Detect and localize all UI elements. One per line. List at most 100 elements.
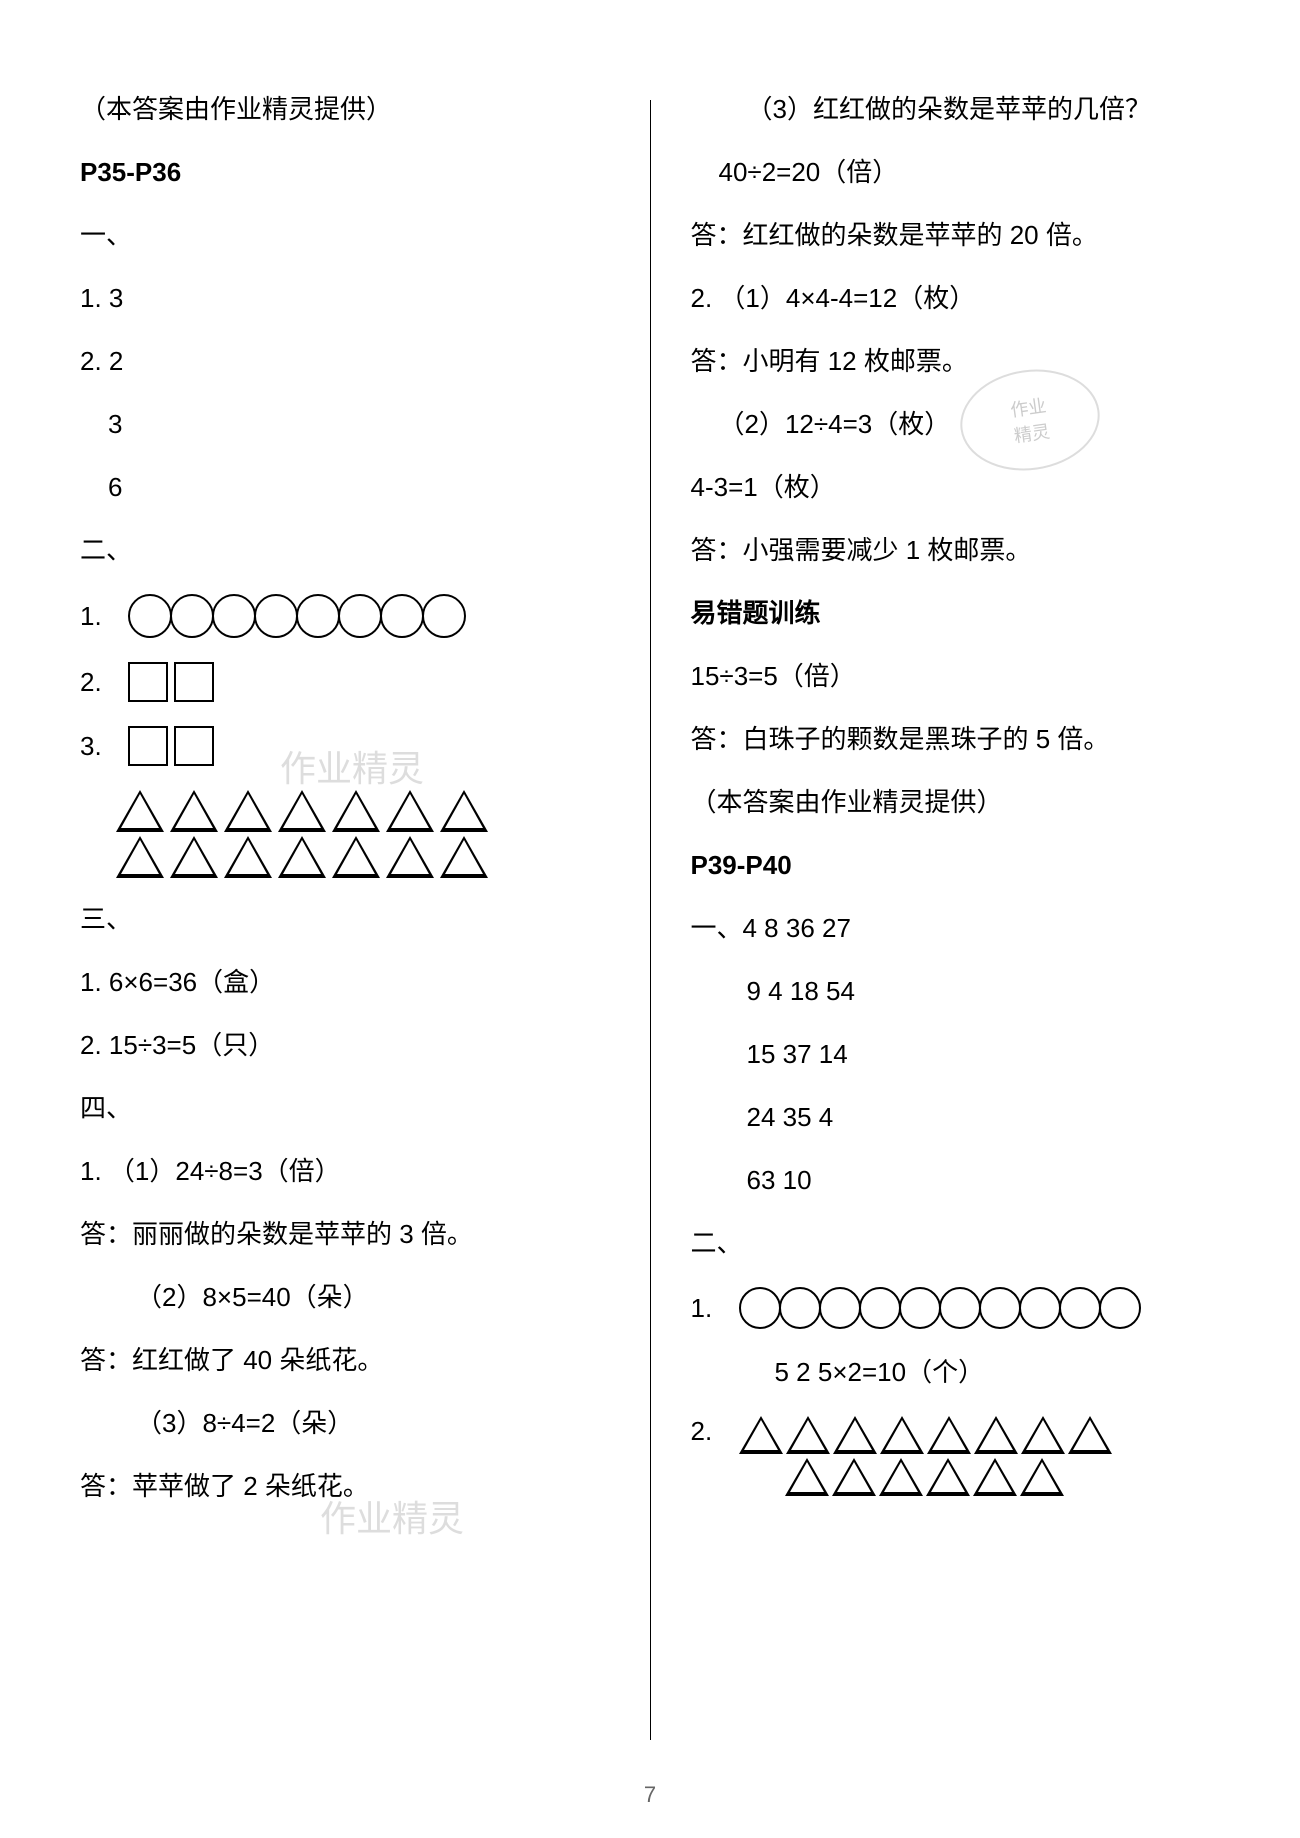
heading-3: 三、: [80, 900, 610, 939]
circle-icon: [296, 594, 340, 638]
answer-4-1a: 答：丽丽做的朵数是苹苹的 3 倍。: [80, 1215, 610, 1254]
r-q2-label: 2.: [691, 1416, 727, 1447]
triangle-icon: [927, 1416, 971, 1454]
r-line-17: 24 35 4: [691, 1098, 1221, 1137]
r-line-10: 15÷3=5（倍）: [691, 657, 1221, 696]
r-line-15: 9 4 18 54: [691, 972, 1221, 1011]
square-icon: [174, 662, 214, 702]
heading-1: 一、: [80, 216, 610, 255]
r-line-3: 答：红红做的朵数是苹苹的 20 倍。: [691, 216, 1221, 255]
right-column: （3）红红做的朵数是苹苹的几倍？ 40÷2=20（倍） 答：红红做的朵数是苹苹的…: [651, 90, 1221, 1798]
triangle-icon: [973, 1458, 1017, 1496]
answer-3-2: 2. 15÷3=5（只）: [80, 1026, 610, 1065]
answer-1-4: 6: [80, 468, 610, 507]
circle-icon: [380, 594, 424, 638]
page-number: 7: [644, 1782, 656, 1808]
r-line-5: 答：小明有 12 枚邮票。: [691, 342, 1221, 381]
heading-4: 四、: [80, 1089, 610, 1128]
triangle-icon: [386, 836, 434, 878]
answer-4-2a: 答：红红做了 40 朵纸花。: [80, 1341, 610, 1380]
triangle-icon: [879, 1458, 923, 1496]
square-icon: [128, 662, 168, 702]
triangle-row: [116, 790, 610, 832]
r-section: P39-P40: [691, 846, 1221, 885]
circle-icon: [979, 1287, 1021, 1329]
answer-3-1: 1. 6×6=36（盒）: [80, 963, 610, 1002]
r-q1-label: 1.: [691, 1293, 727, 1324]
circle-icon: [338, 594, 382, 638]
r-line-14: 一、4 8 36 27: [691, 909, 1221, 948]
triangle-icon: [116, 790, 164, 832]
triangle-icon: [224, 836, 272, 878]
triangle-row: [739, 1458, 1115, 1496]
r-line-16: 15 37 14: [691, 1035, 1221, 1074]
q2-label-3: 3.: [80, 731, 116, 762]
triangle-icon: [785, 1458, 829, 1496]
answer-4-2: （2）8×5=40（朵）: [80, 1278, 610, 1317]
r-heading-err: 易错题训练: [691, 594, 1221, 633]
circle-icon: [1059, 1287, 1101, 1329]
circle-icon: [1019, 1287, 1061, 1329]
square-group: [128, 662, 220, 702]
circle-icon: [739, 1287, 781, 1329]
triangle-icon: [224, 790, 272, 832]
circle-icon: [859, 1287, 901, 1329]
q2-label-2: 2.: [80, 667, 116, 698]
r-line-11: 答：白珠子的颗数是黑珠子的 5 倍。: [691, 720, 1221, 759]
circle-icon: [779, 1287, 821, 1329]
r-line-8: 答：小强需要减少 1 枚邮票。: [691, 531, 1221, 570]
triangle-icon: [739, 1416, 783, 1454]
triangle-icon: [440, 836, 488, 878]
r-line-1: （3）红红做的朵数是苹苹的几倍？: [691, 90, 1221, 129]
r-line-4: 2. （1）4×4-4=12（枚）: [691, 279, 1221, 318]
triangle-icon: [1021, 1416, 1065, 1454]
answer-4-3: （3）8÷4=2（朵）: [80, 1404, 610, 1443]
r-q1-row: 1.: [691, 1287, 1221, 1329]
triangle-icon: [332, 836, 380, 878]
triangle-icon: [1068, 1416, 1112, 1454]
circle-icon: [128, 594, 172, 638]
triangle-icon: [833, 1416, 877, 1454]
section-heading: P35-P36: [80, 153, 610, 192]
circle-group: [128, 594, 464, 638]
triangle-icon: [974, 1416, 1018, 1454]
circle-icon: [170, 594, 214, 638]
answer-1-2: 2. 2: [80, 342, 610, 381]
triangle-icon: [926, 1458, 970, 1496]
r-line-21: 5 2 5×2=10（个）: [691, 1353, 1221, 1392]
provider-note: （本答案由作业精灵提供）: [80, 90, 610, 129]
q2-row-2: 2.: [80, 662, 610, 702]
triangle-row: [116, 836, 610, 878]
answer-1-1: 1. 3: [80, 279, 610, 318]
square-icon: [174, 726, 214, 766]
r-triangle-block: [739, 1416, 1115, 1500]
triangle-icon: [440, 790, 488, 832]
triangle-icon: [278, 790, 326, 832]
answer-4-3a: 答：苹苹做了 2 朵纸花。: [80, 1467, 610, 1506]
r-line-7: 4-3=1（枚）: [691, 468, 1221, 507]
r-line-18: 63 10: [691, 1161, 1221, 1200]
triangle-icon: [786, 1416, 830, 1454]
q2-label-1: 1.: [80, 601, 116, 632]
page: （本答案由作业精灵提供） P35-P36 一、 1. 3 2. 2 3 6 二、…: [0, 0, 1300, 1838]
triangle-block: [80, 790, 610, 882]
left-column: （本答案由作业精灵提供） P35-P36 一、 1. 3 2. 2 3 6 二、…: [80, 90, 650, 1798]
triangle-icon: [832, 1458, 876, 1496]
r-line-6: （2）12÷4=3（枚）: [691, 405, 1221, 444]
triangle-icon: [116, 836, 164, 878]
r-heading-2: 二、: [691, 1224, 1221, 1263]
triangle-icon: [1020, 1458, 1064, 1496]
answer-4-1: 1. （1）24÷8=3（倍）: [80, 1152, 610, 1191]
r-circle-group: [739, 1287, 1139, 1329]
r-line-2: 40÷2=20（倍）: [691, 153, 1221, 192]
q2-row-1: 1.: [80, 594, 610, 638]
circle-icon: [254, 594, 298, 638]
triangle-icon: [278, 836, 326, 878]
circle-icon: [422, 594, 466, 638]
circle-icon: [939, 1287, 981, 1329]
heading-2: 二、: [80, 531, 610, 570]
circle-icon: [212, 594, 256, 638]
triangle-icon: [170, 836, 218, 878]
answer-1-3: 3: [80, 405, 610, 444]
triangle-row: [739, 1416, 1115, 1454]
